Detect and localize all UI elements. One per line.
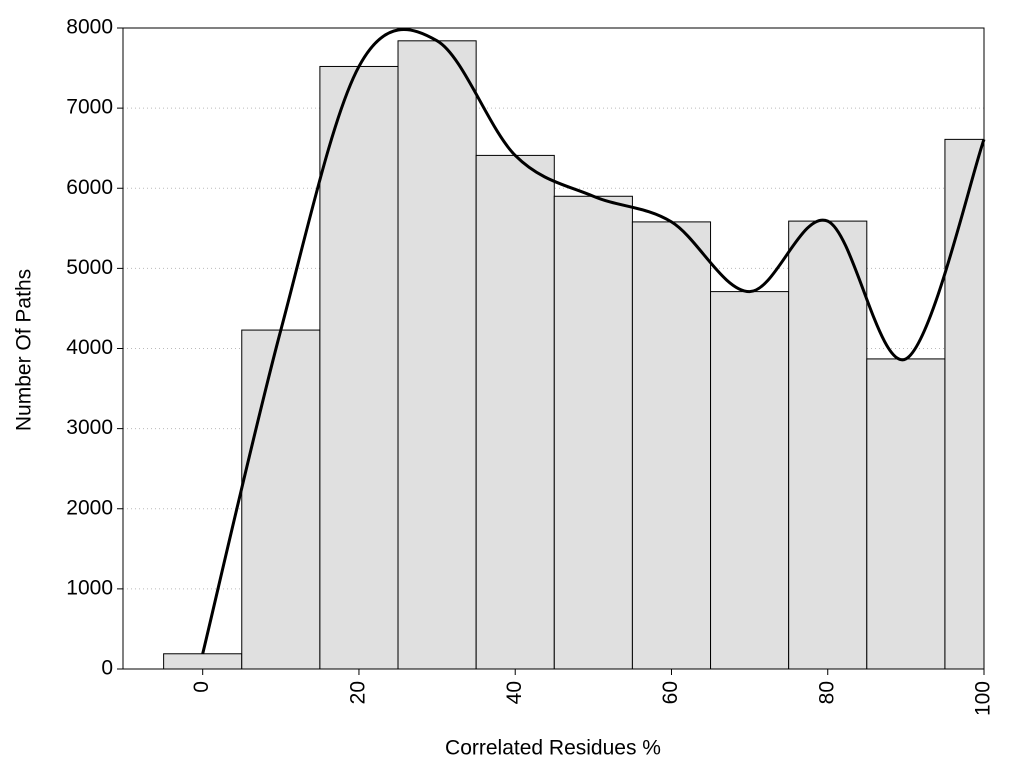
x-axis-label: Correlated Residues %: [445, 737, 661, 760]
y-axis-label: Number Of Paths: [13, 269, 36, 431]
bar: [397, 40, 477, 669]
bar: [475, 154, 555, 669]
x-tick-label: 100: [972, 681, 995, 716]
x-tick-label: 20: [347, 681, 370, 704]
bar: [944, 138, 984, 669]
bar: [553, 195, 633, 669]
bar: [631, 221, 712, 669]
bar: [788, 220, 868, 669]
plot-frame: [122, 27, 985, 670]
y-tick-label: 8000: [66, 16, 113, 39]
y-tick-label: 2000: [66, 496, 113, 519]
smooth-line: [201, 28, 986, 655]
y-tick-label: 0: [101, 657, 113, 680]
x-tick-label: 60: [659, 681, 682, 704]
y-tick-label: 7000: [66, 96, 113, 119]
x-tick-label: 40: [503, 681, 526, 704]
y-tick-label: 4000: [66, 336, 113, 359]
y-tick-label: 3000: [66, 416, 113, 439]
bar: [866, 358, 946, 669]
bar: [241, 329, 321, 669]
y-tick-label: 1000: [66, 576, 113, 599]
x-tick-label: 0: [190, 681, 213, 693]
bar: [163, 653, 243, 669]
y-tick-label: 6000: [66, 176, 113, 199]
x-tick-label: 80: [815, 681, 838, 704]
y-tick-label: 5000: [66, 256, 113, 279]
bar: [319, 65, 399, 669]
plot-area: [163, 40, 984, 669]
bar: [710, 291, 790, 669]
